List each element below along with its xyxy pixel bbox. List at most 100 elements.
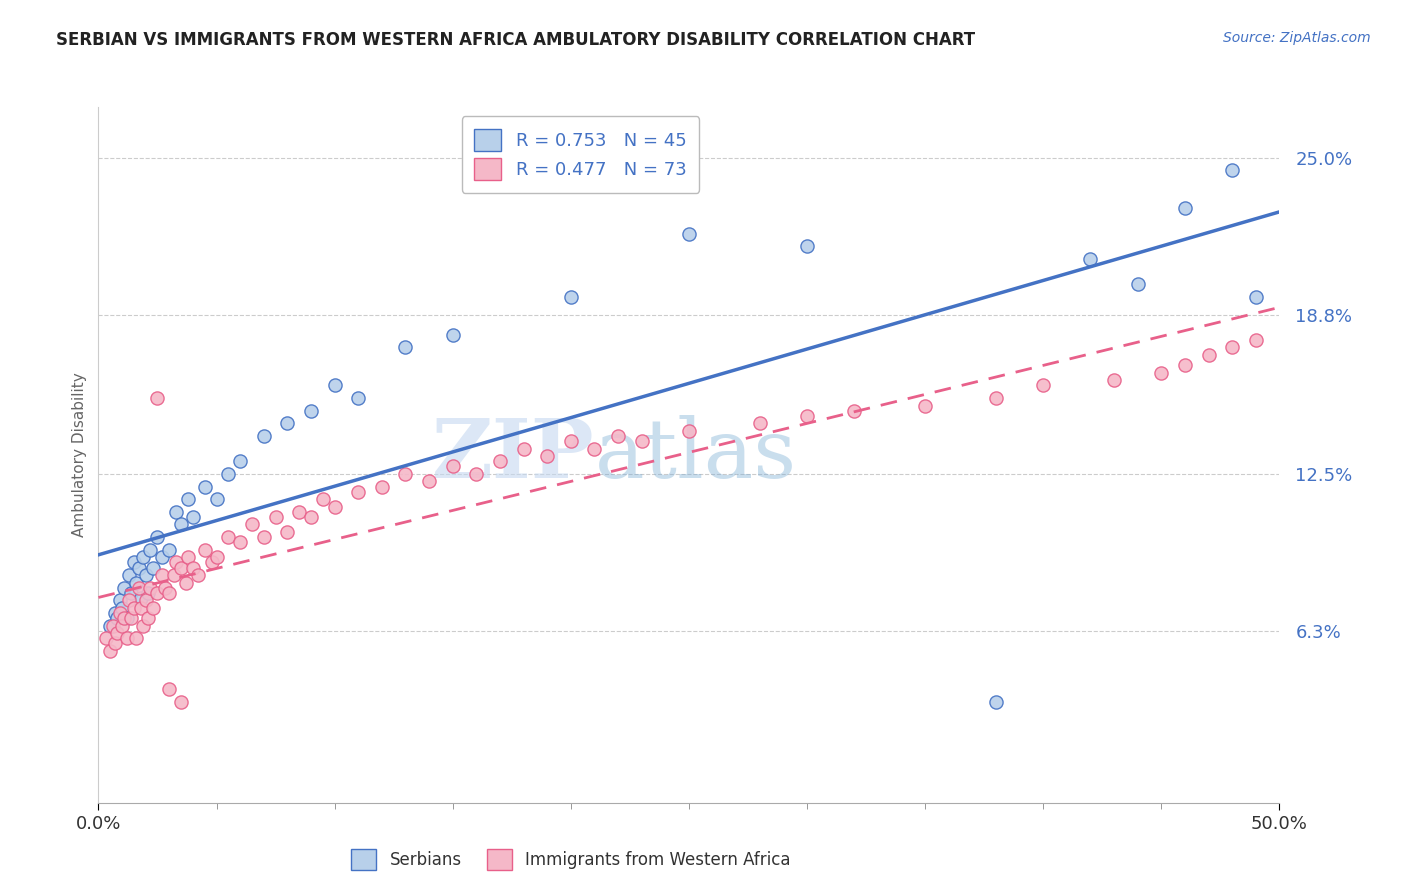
Point	[98, 644, 121, 658]
Point	[984, 391, 1007, 405]
Point	[844, 403, 866, 417]
Point	[108, 593, 131, 607]
Point	[101, 618, 124, 632]
Point	[253, 429, 276, 443]
Point	[177, 550, 200, 565]
Point	[418, 475, 440, 489]
Point	[128, 560, 150, 574]
Point	[201, 556, 224, 570]
Point	[153, 581, 176, 595]
Point	[276, 417, 298, 431]
Point	[163, 568, 186, 582]
Point	[1032, 378, 1054, 392]
Text: atlas: atlas	[595, 415, 797, 495]
Text: ZIP: ZIP	[432, 415, 595, 495]
Point	[105, 611, 128, 625]
Point	[146, 530, 169, 544]
Point	[121, 611, 143, 625]
Point	[630, 434, 652, 448]
Point	[512, 442, 534, 456]
Point	[984, 695, 1007, 709]
Point	[607, 429, 630, 443]
Point	[112, 581, 135, 595]
Point	[112, 611, 135, 625]
Point	[104, 636, 127, 650]
Point	[118, 593, 141, 607]
Point	[205, 550, 228, 565]
Point	[132, 618, 155, 632]
Point	[489, 454, 512, 468]
Point	[1126, 277, 1149, 292]
Text: Source: ZipAtlas.com: Source: ZipAtlas.com	[1223, 31, 1371, 45]
Point	[1244, 333, 1267, 347]
Point	[1198, 348, 1220, 362]
Point	[1220, 340, 1243, 354]
Point	[217, 530, 239, 544]
Point	[122, 556, 145, 570]
Point	[174, 575, 197, 590]
Point	[157, 542, 180, 557]
Point	[1080, 252, 1102, 266]
Point	[111, 618, 134, 632]
Point	[217, 467, 239, 481]
Point	[323, 500, 346, 514]
Point	[253, 530, 276, 544]
Point	[229, 454, 252, 468]
Point	[796, 239, 818, 253]
Point	[205, 492, 228, 507]
Point	[441, 327, 464, 342]
Point	[129, 601, 152, 615]
Point	[583, 442, 606, 456]
Point	[371, 479, 394, 493]
Point	[142, 601, 165, 615]
Point	[323, 378, 346, 392]
Point	[240, 517, 263, 532]
Point	[1150, 366, 1173, 380]
Point	[139, 581, 162, 595]
Point	[181, 560, 204, 574]
Point	[132, 550, 155, 565]
Point	[194, 542, 217, 557]
Point	[122, 601, 145, 615]
Point	[146, 391, 169, 405]
Point	[748, 417, 770, 431]
Point	[229, 535, 252, 549]
Point	[118, 568, 141, 582]
Point	[312, 492, 335, 507]
Point	[108, 606, 131, 620]
Point	[125, 632, 148, 646]
Point	[347, 484, 370, 499]
Point	[157, 681, 180, 696]
Point	[181, 509, 204, 524]
Point	[347, 391, 370, 405]
Point	[157, 586, 180, 600]
Point	[194, 479, 217, 493]
Point	[394, 467, 416, 481]
Point	[115, 611, 138, 625]
Point	[170, 560, 193, 574]
Point	[128, 581, 150, 595]
Point	[465, 467, 488, 481]
Point	[115, 632, 138, 646]
Point	[105, 626, 128, 640]
Point	[1220, 163, 1243, 178]
Y-axis label: Ambulatory Disability: Ambulatory Disability	[72, 373, 87, 537]
Point	[111, 601, 134, 615]
Point	[170, 517, 193, 532]
Point	[187, 568, 209, 582]
Point	[1244, 290, 1267, 304]
Point	[560, 290, 582, 304]
Point	[678, 424, 700, 438]
Point	[796, 409, 818, 423]
Point	[299, 403, 322, 417]
Point	[276, 525, 298, 540]
Legend: Serbians, Immigrants from Western Africa: Serbians, Immigrants from Western Africa	[343, 841, 799, 878]
Point	[170, 695, 193, 709]
Point	[1102, 373, 1125, 387]
Point	[177, 492, 200, 507]
Point	[135, 593, 157, 607]
Point	[136, 611, 159, 625]
Point	[121, 586, 143, 600]
Point	[94, 632, 117, 646]
Text: SERBIAN VS IMMIGRANTS FROM WESTERN AFRICA AMBULATORY DISABILITY CORRELATION CHAR: SERBIAN VS IMMIGRANTS FROM WESTERN AFRIC…	[56, 31, 976, 49]
